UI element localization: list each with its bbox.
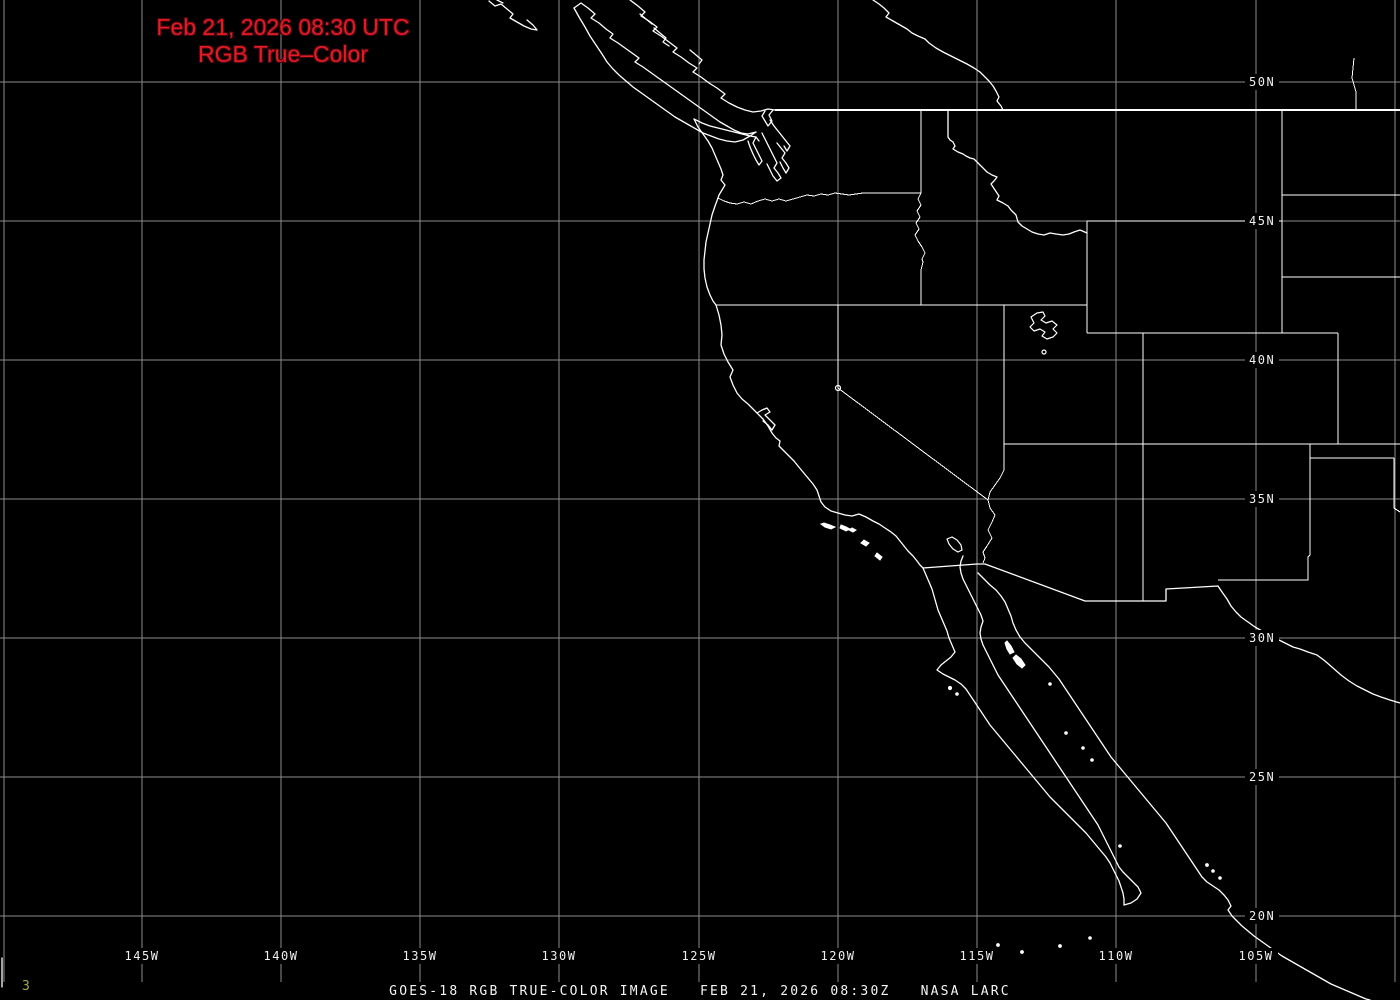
angel-de-la-guarda — [1004, 640, 1015, 655]
utah-lake — [1041, 349, 1047, 355]
channel-islands — [848, 527, 857, 533]
lon-label-115w: 115W — [955, 948, 999, 964]
lon-label-135w: 135W — [398, 948, 442, 964]
lon-label-120w: 120W — [816, 948, 860, 964]
islas-marias — [1205, 863, 1209, 867]
islands — [819, 522, 1222, 954]
salton-sea — [946, 536, 963, 553]
lat-label-25n: 25N — [1245, 769, 1280, 785]
channel-islands — [819, 522, 837, 530]
cedros-island — [947, 685, 953, 691]
revillagigedo-islands — [996, 943, 1000, 947]
san-clemente-island — [874, 552, 883, 561]
international-borders — [775, 0, 1400, 704]
lat-label-35n: 35N — [1245, 491, 1280, 507]
lake-tahoe — [834, 384, 842, 392]
image-caption: GOES-18 RGB TRUE-COLOR IMAGE FEB 21, 202… — [389, 984, 1011, 999]
lon-label-110w: 110W — [1094, 948, 1138, 964]
lon-label-130w: 130W — [537, 948, 581, 964]
lat-label-40n: 40N — [1245, 352, 1280, 368]
lakes — [834, 311, 1058, 553]
timestamp-text: Feb 21, 2026 08:30 UTC — [156, 14, 410, 40]
frame-number: 3 — [22, 979, 30, 994]
lat-label-30n: 30N — [1245, 630, 1280, 646]
lat-label-50n: 50N — [1245, 74, 1280, 90]
coastlines — [1, 0, 1371, 1000]
lon-label-105w: 105W — [1234, 948, 1278, 964]
lon-label-145w: 145W — [120, 948, 164, 964]
catalina-island — [860, 539, 870, 547]
great-salt-lake — [1029, 311, 1058, 340]
product-name-text: RGB True–Color — [197, 41, 368, 67]
tiburon-island — [1012, 654, 1026, 669]
lon-label-140w: 140W — [259, 948, 303, 964]
lat-label-20n: 20N — [1245, 908, 1280, 924]
state-borders — [716, 109, 1400, 601]
lon-label-125w: 125W — [677, 948, 721, 964]
channel-islands — [839, 524, 852, 532]
image-title: Feb 21, 2026 08:30 UTC RGB True–Color — [128, 14, 438, 68]
lat-label-45n: 45N — [1245, 213, 1280, 229]
